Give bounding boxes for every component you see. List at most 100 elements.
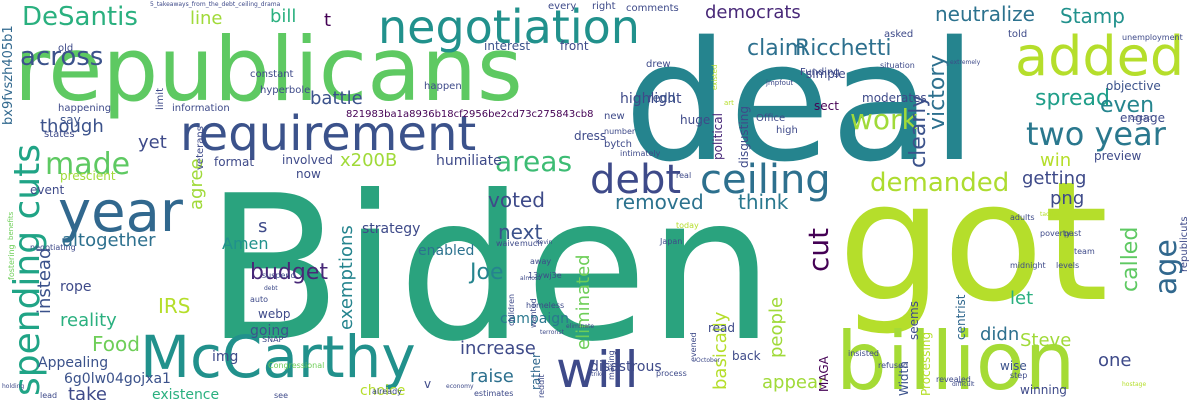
cloud-word: away bbox=[530, 257, 552, 266]
cloud-word: age bbox=[1149, 239, 1184, 295]
cloud-word: billion bbox=[836, 315, 1076, 400]
cloud-word: real bbox=[676, 171, 692, 180]
cloud-word: SNAP bbox=[262, 335, 284, 344]
cloud-word: suspend bbox=[262, 271, 296, 280]
cloud-word: happen bbox=[424, 81, 462, 92]
cloud-word: told bbox=[1008, 29, 1028, 40]
cloud-word: appear bbox=[762, 372, 826, 393]
cloud-word: strategy bbox=[362, 221, 421, 237]
cloud-word: next bbox=[498, 220, 543, 244]
cloud-word: adults bbox=[1010, 213, 1035, 222]
cloud-word: areas bbox=[495, 145, 573, 178]
cloud-word: benefits bbox=[7, 211, 15, 240]
cloud-word: called bbox=[1118, 226, 1143, 292]
cloud-word: comments bbox=[626, 3, 679, 14]
cloud-word: IRS bbox=[158, 294, 191, 318]
cloud-word: rope bbox=[60, 279, 92, 295]
cloud-word: getting bbox=[1022, 168, 1087, 189]
cloud-word: eliminated bbox=[573, 254, 594, 350]
cloud-word: requirement bbox=[180, 106, 477, 162]
cloud-word: altogether bbox=[62, 230, 156, 251]
cloud-word: political bbox=[711, 113, 725, 160]
cloud-word: much bbox=[520, 239, 543, 248]
cloud-word: people bbox=[766, 296, 787, 358]
cloud-word: debt bbox=[264, 285, 278, 292]
cloud-word: levels bbox=[1056, 261, 1080, 270]
cloud-word: past bbox=[1064, 229, 1082, 238]
cloud-word: veterans bbox=[195, 126, 206, 170]
cloud-word: png bbox=[1050, 188, 1085, 209]
cloud-word: now bbox=[296, 167, 321, 181]
cloud-word: wanted bbox=[529, 298, 538, 328]
cloud-word: made bbox=[45, 147, 131, 182]
cloud-word: waive bbox=[496, 239, 520, 248]
cloud-word: republicans bbox=[14, 18, 523, 121]
cloud-word: voted bbox=[488, 188, 545, 212]
cloud-word: holding bbox=[2, 383, 25, 390]
cloud-word: Appealing bbox=[38, 355, 109, 371]
cloud-word: difficult bbox=[952, 381, 975, 388]
cloud-word: t bbox=[324, 10, 332, 31]
cloud-word: Biden bbox=[205, 153, 775, 386]
cloud-word: will bbox=[556, 341, 639, 399]
cloud-word: work bbox=[850, 103, 918, 136]
cloud-word: homeless bbox=[526, 301, 565, 310]
cloud-word: cut bbox=[802, 227, 835, 272]
cloud-word: let bbox=[1010, 288, 1034, 309]
cloud-word: extremely bbox=[950, 59, 981, 66]
cloud-word: today bbox=[676, 221, 699, 230]
cloud-word: going bbox=[250, 323, 290, 339]
cloud-word: winning bbox=[1020, 383, 1067, 397]
cloud-word: number bbox=[604, 127, 636, 136]
cloud-word: objective bbox=[1106, 79, 1161, 93]
cloud-word: Processing bbox=[919, 331, 933, 396]
cloud-word: reddit bbox=[537, 374, 546, 398]
cloud-word: Japan bbox=[660, 237, 683, 246]
cloud-word: 821983ba1a8936b18cf2956be2cd73c275843cb8 bbox=[346, 109, 594, 120]
cloud-word: front bbox=[560, 39, 589, 53]
cloud-word: October bbox=[696, 357, 721, 364]
cloud-word: win bbox=[1040, 150, 1072, 171]
cloud-word: simple bbox=[806, 67, 846, 81]
cloud-word: disgusting bbox=[737, 106, 751, 168]
cloud-word: disastrous bbox=[590, 359, 662, 375]
cloud-word: s bbox=[258, 216, 268, 237]
cloud-word: see bbox=[274, 391, 289, 400]
cloud-word: jmpfout bbox=[766, 79, 794, 87]
cloud-word: situation bbox=[880, 61, 915, 70]
cloud-word: hostage bbox=[1122, 381, 1147, 388]
cloud-word: Steve bbox=[1020, 330, 1072, 351]
cloud-word: added bbox=[1015, 25, 1185, 88]
cloud-word: revealed bbox=[936, 375, 971, 384]
cloud-word: img bbox=[212, 349, 239, 365]
cloud-word: limit bbox=[155, 88, 166, 110]
cloud-word: engage bbox=[1120, 111, 1165, 125]
cloud-word: prescient bbox=[60, 169, 116, 183]
cloud-word: republicuts bbox=[1179, 216, 1190, 272]
cloud-word: enabled bbox=[418, 243, 475, 259]
cloud-word: format bbox=[214, 155, 255, 169]
cloud-word: auto bbox=[250, 295, 269, 304]
cloud-word: though bbox=[40, 116, 104, 137]
cloud-word: Stamp bbox=[1060, 4, 1125, 28]
cloud-word: estimates bbox=[474, 389, 514, 398]
cloud-word: moderates bbox=[862, 91, 927, 105]
cloud-word: didn bbox=[980, 324, 1020, 345]
cloud-word: children bbox=[507, 293, 516, 326]
cloud-word: think bbox=[738, 190, 789, 214]
cloud-word: webp bbox=[258, 307, 291, 321]
cloud-word: terrorist bbox=[540, 329, 565, 336]
cloud-word: ceiling bbox=[700, 157, 831, 203]
cloud-word: Office bbox=[756, 113, 786, 124]
cloud-word: states bbox=[44, 129, 75, 140]
cloud-word: DeSantis bbox=[22, 2, 138, 32]
cloud-word: one bbox=[1098, 350, 1132, 371]
cloud-word: intimately bbox=[620, 149, 661, 158]
cloud-word: highlight bbox=[620, 91, 682, 107]
cloud-word: poverty bbox=[1040, 229, 1071, 238]
cloud-word: event bbox=[30, 183, 65, 197]
cloud-word: drew bbox=[646, 59, 671, 70]
cloud-word: choice bbox=[360, 383, 406, 399]
cloud-word: read bbox=[708, 321, 736, 335]
cloud-word: democrats bbox=[705, 2, 801, 23]
